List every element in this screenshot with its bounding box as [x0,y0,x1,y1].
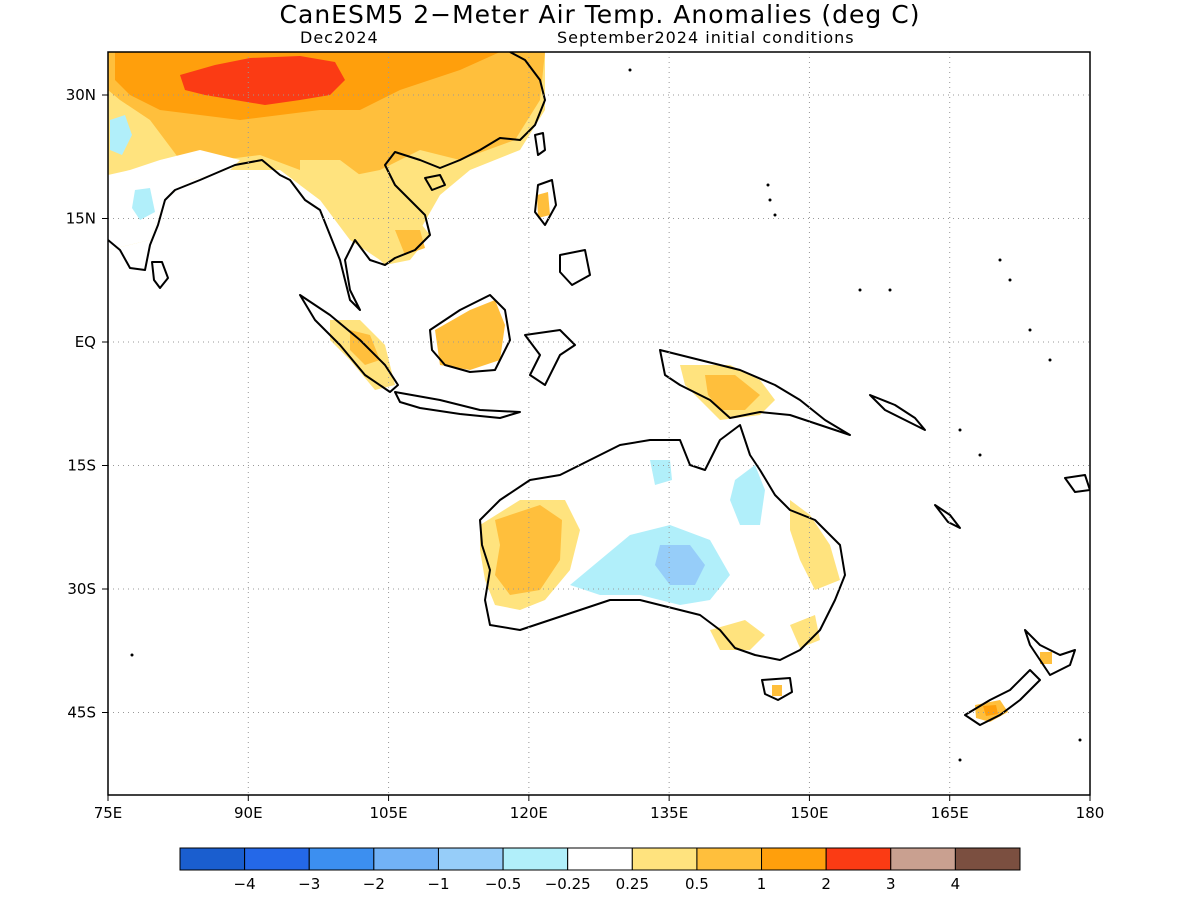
colorbar-label: −1 [427,875,449,893]
coast-mindanao [559,249,591,286]
shade-india-white [108,150,240,250]
map-title: CanESM5 2−Meter Air Temp. Anomalies (deg… [279,0,921,29]
coastlines [108,52,1090,726]
y-tick-label: 30N [66,86,96,104]
anomaly-shading [108,52,1052,722]
islands-dots [130,68,1082,762]
colorbar-swatch [437,847,504,871]
coast-vanuatu [934,504,961,529]
shade-india-blue [110,115,132,155]
y-tick-label: 15S [67,457,96,475]
y-tick-label: 45S [67,704,96,722]
map-frame [107,51,1091,796]
colorbar-label: 1 [757,875,767,893]
colorbar-label: −4 [234,875,256,893]
colorbar-swatch [373,847,439,871]
shade-tas [772,685,782,696]
initial-conditions: September2024 initial conditions [557,28,855,47]
y-tick-label: 15N [66,210,96,228]
colorbar-label: −0.5 [485,875,521,893]
shade-nz3 [1040,652,1052,664]
coast-taiwan [534,132,546,156]
y-axis: 30N 15N EQ 15S 30S 45S [66,86,108,722]
x-tick-label: 75E [94,804,123,822]
forecast-month: Dec2024 [300,28,379,47]
x-tick-label: 120E [510,804,548,822]
shade-wa-mid [495,505,562,595]
colorbar-swatch [502,847,569,871]
coast-australia [479,424,846,661]
x-axis: 75E 90E 105E 120E 135E 150E 165E 180 [94,795,1105,822]
shade-tibet-red [180,56,345,105]
colorbar-swatch [825,847,892,871]
colorbar-swatch [631,847,698,871]
shade-burma [300,160,360,200]
coast-solomons [869,394,926,431]
shade-au-se [710,620,765,650]
coast-nz-south [964,669,1041,726]
coast-sri-lanka [151,261,169,289]
shade-au-blue [570,525,730,605]
coast-hainan [424,174,446,191]
colorbar-swatch [761,847,827,871]
shade-nz2 [983,705,998,716]
y-tick-label: EQ [75,333,96,351]
colorbar-label: 2 [821,875,831,893]
coast-fiji [1064,474,1090,493]
colorbar: −4 −3 −2 −1 −0.5 −0.25 0.25 0.5 1 2 3 4 [179,847,1021,893]
shade-au-east [790,500,840,590]
colorbar-swatch [696,847,763,871]
x-tick-label: 180 [1076,804,1105,822]
coast-sumatra [299,294,399,393]
coast-java [394,391,521,419]
colorbar-swatch [179,847,246,871]
colorbar-label: 4 [951,875,961,893]
x-tick-label: 135E [650,804,688,822]
x-tick-label: 90E [234,804,263,822]
coast-tasmania [761,677,793,701]
colorbar-swatch [308,847,375,871]
coast-new-guinea [659,349,851,436]
coast-borneo [429,294,511,373]
colorbar-label: −3 [298,875,320,893]
x-tick-label: 165E [931,804,969,822]
x-tick-label: 150E [790,804,828,822]
graticule [108,52,1090,795]
colorbar-swatch [244,847,310,871]
x-tick-label: 105E [370,804,408,822]
shade-au-blue4 [650,460,672,485]
colorbar-swatch [890,847,956,871]
shade-ng2 [705,375,760,410]
colorbar-swatch [954,847,1021,871]
shade-borneo [435,300,505,370]
shade-au-blue3 [730,465,765,525]
shade-india-blue2 [132,188,155,220]
colorbar-label: 0.5 [685,875,709,893]
coast-asia [108,52,546,311]
colorbar-label: 0.25 [616,875,649,893]
shade-au-se2 [790,615,820,648]
colorbar-swatch [567,847,633,871]
y-tick-label: 30S [67,580,96,598]
colorbar-label: −2 [363,875,385,893]
coast-nz-north [1024,629,1076,676]
shade-au-blue2 [655,545,705,585]
coast-luzon [534,179,557,226]
colorbar-label: −0.25 [545,875,591,893]
colorbar-label: 3 [886,875,896,893]
shade-philippines [537,192,550,218]
coast-sulawesi [524,329,576,386]
